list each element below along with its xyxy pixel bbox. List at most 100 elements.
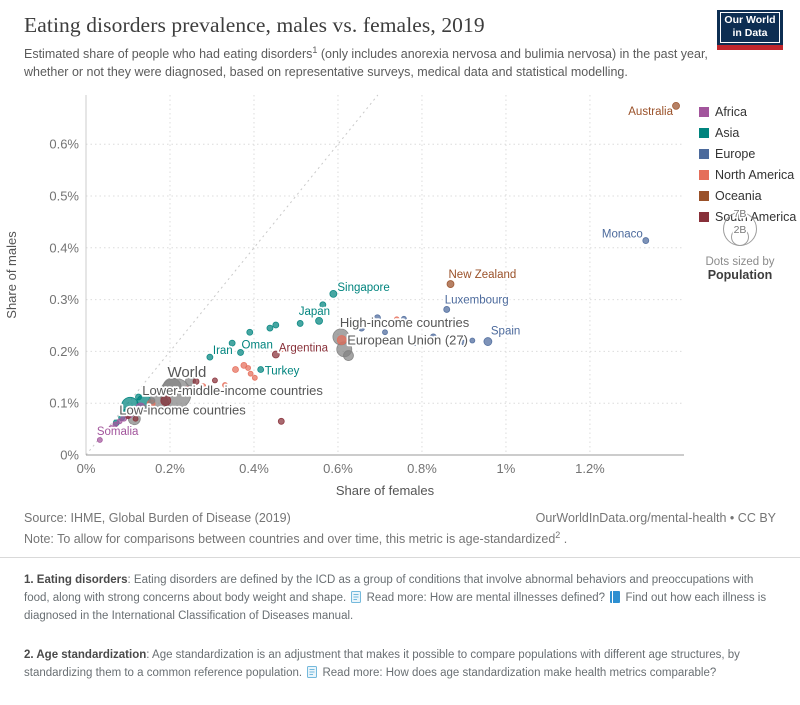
point-label-lower-middle-income-countries[interactable]: Lower-middle-income countries (140, 381, 325, 400)
data-point[interactable] (319, 301, 327, 309)
data-point[interactable] (374, 314, 381, 322)
data-point[interactable] (247, 370, 254, 377)
data-point-somalia[interactable] (96, 437, 103, 443)
source-text: Source: IHME, Global Burden of Disease (… (24, 511, 291, 525)
size-legend-caption: Dots sized by (705, 256, 775, 268)
data-point[interactable] (246, 328, 254, 336)
point-label-japan[interactable]: Japan (297, 304, 332, 320)
data-point[interactable] (336, 335, 347, 345)
legend-item-north-america[interactable]: North America (699, 164, 796, 185)
data-point-singapore[interactable] (329, 290, 338, 298)
data-point[interactable] (228, 339, 236, 347)
data-point[interactable] (429, 333, 437, 341)
footnote-text: : Age standardization is an adjustment t… (24, 649, 740, 680)
region-legend: Africa Asia Europe North America Oceania Sout… (699, 101, 796, 227)
data-point[interactable] (232, 366, 239, 373)
data-point[interactable] (192, 378, 200, 385)
data-point[interactable] (251, 374, 258, 381)
footnote-term: 1. Eating disorders (24, 574, 128, 586)
data-point[interactable] (411, 340, 418, 347)
data-point[interactable] (469, 337, 476, 344)
data-point[interactable] (358, 324, 365, 332)
data-point-spain[interactable] (483, 337, 493, 346)
data-point-oman[interactable] (237, 349, 244, 356)
x-tick-label: 0.6% (323, 461, 353, 476)
data-point[interactable] (200, 383, 207, 390)
footnote-link[interactable]: Find out how each illness is diagnosed i… (24, 591, 767, 622)
data-point[interactable] (343, 350, 354, 361)
point-label-european-union-27-[interactable]: European Union (27) (346, 331, 470, 350)
data-point[interactable] (400, 315, 407, 322)
data-point[interactable] (461, 339, 467, 346)
data-point-monaco[interactable] (642, 237, 650, 244)
license-link[interactable]: CC BY (737, 511, 776, 525)
data-point[interactable] (162, 377, 182, 397)
data-point-new-zealand[interactable] (446, 280, 455, 288)
data-point[interactable] (112, 421, 119, 428)
data-point[interactable] (212, 377, 218, 384)
owid-logo[interactable]: Our World in Data (717, 10, 783, 50)
owid-link[interactable]: OurWorldInData.org/mental-health (535, 511, 727, 525)
point-label-singapore[interactable]: Singapore (336, 280, 392, 296)
data-point[interactable] (266, 324, 274, 332)
point-label-world[interactable]: World (166, 362, 208, 383)
data-point-iran[interactable] (206, 353, 214, 361)
data-point[interactable] (222, 382, 228, 388)
legend-item-europe[interactable]: Europe (699, 143, 796, 164)
data-point[interactable] (160, 395, 172, 407)
data-point[interactable] (278, 346, 285, 353)
legend-item-oceania[interactable]: Oceania (699, 185, 796, 206)
data-point[interactable] (104, 429, 110, 436)
size-legend-caption-bold: Population (707, 268, 773, 282)
point-label-new-zealand[interactable]: New Zealand (447, 267, 518, 283)
data-point[interactable] (131, 407, 140, 415)
point-label-high-income-countries[interactable]: High-income countries (338, 313, 471, 332)
footnote-divider (0, 557, 800, 558)
data-point[interactable] (132, 415, 139, 422)
point-label-low-income-countries[interactable]: Low-income countries (118, 401, 248, 420)
data-point[interactable] (382, 329, 388, 336)
data-point-japan[interactable] (315, 316, 323, 325)
data-point[interactable] (183, 385, 190, 392)
data-point[interactable] (116, 418, 123, 425)
y-tick-label: 0.5% (49, 189, 79, 204)
data-point[interactable] (272, 321, 280, 329)
data-point[interactable] (141, 404, 149, 412)
y-tick-label: 0.4% (49, 240, 79, 255)
data-point[interactable] (245, 365, 251, 371)
data-point[interactable] (110, 429, 116, 435)
x-tick-label: 1% (497, 461, 516, 476)
point-label-luxembourg[interactable]: Luxembourg (443, 293, 510, 309)
parity-diagonal-line (85, 94, 379, 456)
data-point-australia[interactable] (672, 101, 680, 110)
data-point[interactable] (125, 413, 131, 420)
legend-swatch (699, 127, 709, 138)
data-point[interactable] (296, 320, 304, 327)
footnote-text: : Eating disorders are defined by the IC… (24, 574, 754, 604)
x-axis-title: Share of females (336, 483, 435, 498)
data-point[interactable] (445, 341, 451, 348)
data-point[interactable] (135, 393, 142, 401)
point-label-argentina[interactable]: Argentina (277, 341, 330, 357)
data-point[interactable] (393, 316, 400, 323)
document-icon (351, 590, 362, 603)
data-point[interactable] (277, 417, 285, 425)
data-point[interactable] (148, 397, 156, 405)
data-point-turkey[interactable] (257, 366, 265, 373)
point-label-iran[interactable]: Iran (211, 343, 234, 359)
document-icon (307, 666, 318, 679)
point-label-australia[interactable]: Australia (627, 104, 676, 120)
point-label-monaco[interactable]: Monaco (600, 227, 644, 243)
y-tick-label: 0.2% (49, 344, 79, 359)
data-point-luxembourg[interactable] (443, 306, 451, 313)
legend-swatch (699, 148, 709, 159)
legend-item-africa[interactable]: Africa (699, 101, 796, 122)
point-label-spain[interactable]: Spain (489, 324, 522, 340)
legend-item-asia[interactable]: Asia (699, 122, 796, 143)
footnote-link[interactable]: Read more: How are mental illnesses defi… (363, 591, 609, 604)
point-label-oman[interactable]: Oman (240, 338, 275, 354)
data-point-argentina[interactable] (271, 350, 280, 359)
point-label-turkey[interactable]: Turkey (263, 364, 301, 380)
point-label-somalia[interactable]: Somalia (95, 424, 141, 440)
footnote-link[interactable]: Read more: How does age standardization … (319, 667, 717, 680)
